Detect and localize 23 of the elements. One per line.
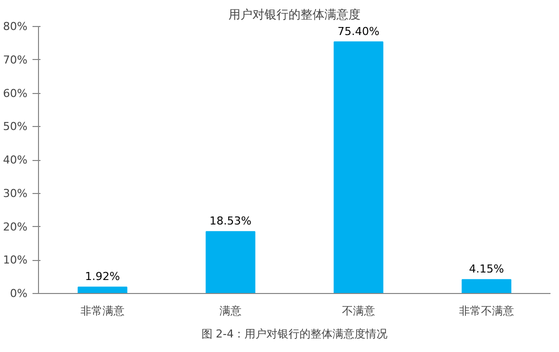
bar [334, 41, 384, 294]
caption: 图 2-4：用户对银行的整体满意度情况 [201, 328, 388, 340]
data-label: 4.15% [469, 262, 504, 276]
y-tick-label: 20% [3, 220, 28, 234]
y-tick-label: 0% [10, 287, 28, 300]
y-tick-label: 60% [3, 86, 28, 100]
y-tick-label: 10% [3, 254, 28, 267]
data-label: 18.53% [210, 214, 252, 228]
chart-title: 用户对银行的整体满意度 [228, 8, 360, 22]
bar [206, 231, 256, 294]
bar [78, 286, 128, 294]
y-tick-label: 40% [3, 154, 28, 166]
bar [462, 279, 512, 294]
x-tick-label: 满意 [220, 304, 242, 318]
y-tick-label: 30% [3, 186, 28, 200]
data-label: 75.40% [338, 24, 380, 38]
y-tick-label: 70% [3, 53, 28, 66]
x-tick-label: 非常不满意 [459, 304, 514, 318]
x-tick-label: 非常满意 [80, 304, 124, 318]
data-label: 1.92% [85, 270, 120, 284]
y-tick-label: 80% [3, 20, 28, 33]
x-tick-label: 不满意 [342, 304, 375, 318]
y-tick-label: 50% [3, 120, 28, 134]
